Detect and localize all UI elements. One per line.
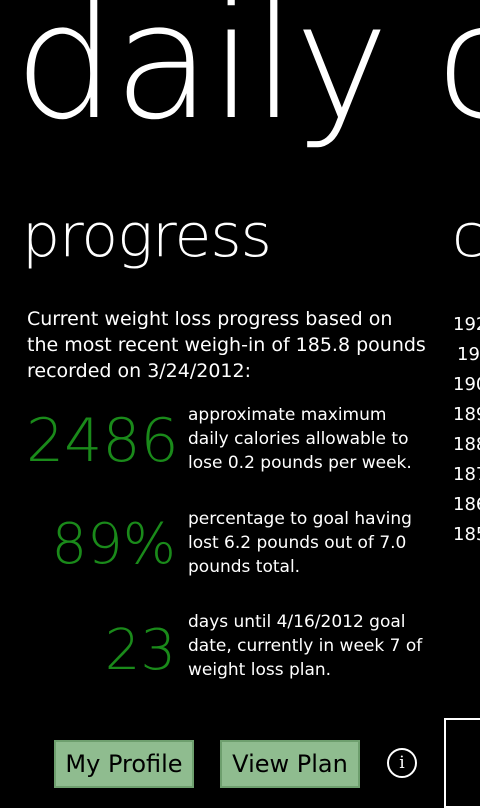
weight-history-item: 190	[453, 374, 480, 395]
weight-history-item: 186	[453, 494, 480, 515]
weight-history-peek: 192 191 190 189 188 187 186 185	[453, 310, 480, 550]
days-remaining-value: 23	[104, 618, 176, 683]
next-section-peek[interactable]: c	[452, 201, 480, 271]
weight-history-item: 187	[453, 464, 480, 485]
goal-percentage-value: 89%	[51, 512, 176, 577]
weight-history-item: 189	[453, 404, 480, 425]
weight-history-item: 185	[453, 524, 480, 545]
weight-history-item: 191	[457, 344, 480, 365]
weight-history-item: 192	[453, 314, 480, 335]
my-profile-button[interactable]: My Profile	[54, 740, 194, 788]
days-remaining-description: days until 4/16/2012 goal date, currentl…	[188, 612, 423, 680]
section-title: progress	[22, 201, 272, 271]
app-title: daily c	[14, 0, 480, 155]
next-panel-peek[interactable]	[444, 718, 480, 808]
info-icon[interactable]: i	[387, 748, 417, 778]
weight-history-item: 188	[453, 434, 480, 455]
progress-summary: Current weight loss progress based on th…	[27, 308, 426, 382]
calories-value: 2486	[26, 406, 179, 476]
calories-description: approximate maximum daily calories allow…	[188, 405, 412, 473]
view-plan-button[interactable]: View Plan	[220, 740, 360, 788]
goal-percentage-description: percentage to goal having lost 6.2 pound…	[188, 509, 412, 577]
